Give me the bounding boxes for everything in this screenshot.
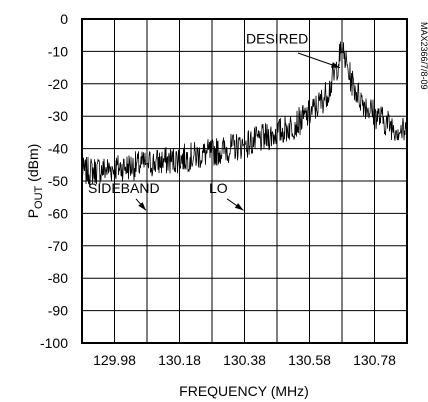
y-tick-label: -60 — [48, 205, 68, 221]
arrowhead — [138, 202, 146, 211]
y-tick-label: -40 — [48, 141, 68, 157]
y-tick-label: -80 — [48, 270, 68, 286]
x-tick-labels: 129.98 130.18 130.38 130.58 130.78 — [93, 352, 396, 368]
peak-annotations: SIDEBAND LO DESIRED — [88, 30, 341, 211]
y-tick-label: -90 — [48, 303, 68, 319]
y-tick-label: -20 — [48, 76, 68, 92]
figure-code: MAX2366/7/8-09 — [419, 22, 428, 90]
spectrum-trace — [81, 41, 408, 186]
spectrum-trace-layer — [81, 41, 408, 186]
plot-frame — [81, 18, 408, 344]
y-tick-label: 0 — [60, 11, 68, 27]
y-axis-title-subscript: OUT — [33, 185, 45, 209]
x-tick-label: 130.78 — [353, 352, 396, 368]
arrowhead — [234, 203, 244, 211]
annotation-desired: DESIRED — [246, 30, 308, 46]
x-tick-label: 130.38 — [223, 352, 266, 368]
x-tick-label: 130.58 — [288, 352, 331, 368]
x-tick-label: 130.18 — [158, 352, 201, 368]
x-tick-label: 129.98 — [93, 352, 136, 368]
arrowhead — [331, 62, 340, 68]
annotation-lo: LO — [209, 180, 228, 196]
y-tick-label: -10 — [48, 43, 68, 59]
y-tick-label: -70 — [48, 238, 68, 254]
y-tick-labels: 0 -10 -20 -30 -40 -50 -60 -70 -80 -90 -100 — [40, 11, 68, 351]
annotation-sideband: SIDEBAND — [88, 180, 160, 196]
y-tick-label: -100 — [40, 335, 68, 351]
y-tick-label: -30 — [48, 108, 68, 124]
y-tick-label: -50 — [48, 173, 68, 189]
y-axis-title-unit: (dBm) — [25, 144, 41, 186]
x-axis-title: FREQUENCY (MHz) — [179, 383, 309, 399]
y-axis-title-main: P — [25, 209, 41, 218]
y-axis-title: POUT (dBm) — [25, 144, 45, 219]
